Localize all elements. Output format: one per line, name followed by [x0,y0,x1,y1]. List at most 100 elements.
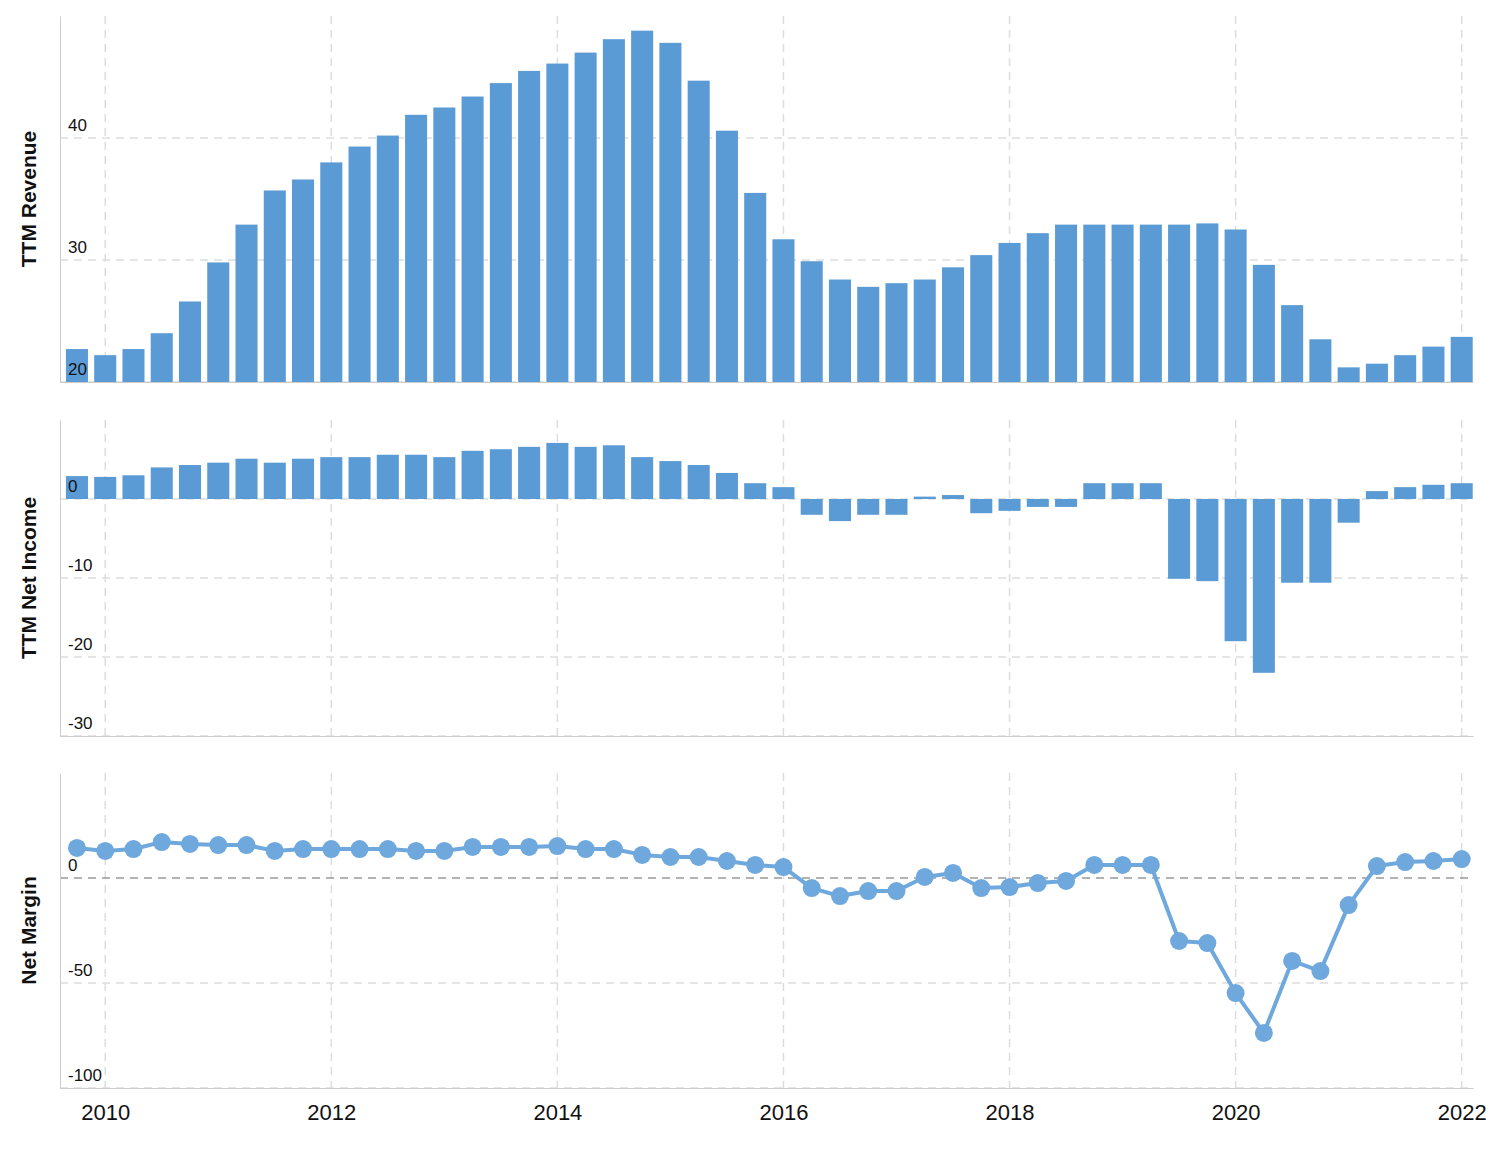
bar [885,499,907,515]
bar [1196,223,1218,382]
bar [1338,499,1360,523]
bar [1083,483,1105,499]
marker [1283,952,1301,970]
bar [1168,499,1190,579]
bar [235,225,257,382]
bar [914,497,936,499]
marker [96,842,114,860]
y-axis: -100 -50 0 [60,774,102,1089]
y-tick-label: 30 [68,238,87,257]
y-tick: -20 [60,635,93,658]
bar [292,179,314,382]
y-tick-label: -20 [68,635,93,654]
x-tick: 2018 [986,1088,1035,1125]
bar [490,449,512,499]
bar [1225,499,1247,641]
y-tick-label: -100 [68,1066,102,1085]
x-axis-line [61,736,1474,737]
bar [1140,225,1162,382]
marks [68,833,1471,1042]
bar [235,459,257,499]
bar [1112,225,1134,382]
bar [659,43,681,382]
bar [1366,364,1388,382]
y-tick: 30 [60,238,87,261]
x-axis: 2010201220142016201820202022 [61,1088,1487,1125]
marker [887,882,905,900]
x-tick: 2020 [1212,1088,1261,1125]
marks [66,443,1473,673]
x-tick-label: 2016 [759,1100,808,1125]
y-grid-line [60,982,1473,984]
x-grid-line [1461,16,1463,382]
bar [292,459,314,499]
y-tick: 0 [60,856,77,879]
y-axis-title: TTM Revenue [17,131,40,268]
bar [1055,225,1077,382]
bar [377,136,399,382]
marker [1114,856,1132,874]
bar [575,447,597,499]
bar [688,465,710,499]
bar [1309,499,1331,583]
bar [1451,483,1473,499]
marker [1085,856,1103,874]
y-tick: -100 [60,1066,102,1089]
marker [1198,934,1216,952]
bar [1394,355,1416,382]
bar [405,455,427,499]
marker [464,838,482,856]
x-grid-line [783,420,785,736]
bar [1451,337,1473,382]
grid [60,16,1473,382]
bar [1055,499,1077,507]
grid [60,773,1473,1088]
bar [942,495,964,499]
x-grid-line [104,773,106,1088]
bar [716,131,738,382]
bar [772,239,794,382]
x-tick-label: 2010 [81,1100,130,1125]
marker [746,856,764,874]
y-tick: -10 [60,556,93,579]
marker [181,835,199,853]
bar [1027,499,1049,507]
bar [349,147,371,382]
y-tick-label: 0 [68,477,77,496]
bar [1338,367,1360,382]
bar [1394,487,1416,499]
marker [1029,874,1047,892]
marker [859,882,877,900]
marker [407,842,425,860]
marker [1170,932,1188,950]
bar [179,301,201,382]
marker [1255,1024,1273,1042]
x-axis [61,382,1474,383]
bar [801,499,823,515]
x-grid-line [1235,773,1237,1088]
bar [94,355,116,382]
panel: -30-20-100TTM Net Income [17,420,1474,737]
bar [518,447,540,499]
line [77,842,1462,1033]
bar [320,162,342,382]
bar [518,71,540,382]
chart-canvas: 203040TTM Revenue-30-20-100TTM Net Incom… [0,0,1512,1154]
x-tick-label: 2022 [1438,1100,1487,1125]
marker [548,837,566,855]
x-axis-line [61,1088,1474,1089]
bar [490,83,512,382]
bar [405,115,427,382]
bar [264,190,286,382]
marker [1368,857,1386,875]
bar [1281,499,1303,583]
marker [124,840,142,858]
bar [1027,233,1049,382]
bar [1281,305,1303,382]
x-grid-line [1461,773,1463,1088]
bar [433,457,455,499]
bar [122,349,144,382]
y-axis-line [60,17,61,383]
bar [546,64,568,382]
y-tick-label: -50 [68,961,93,980]
